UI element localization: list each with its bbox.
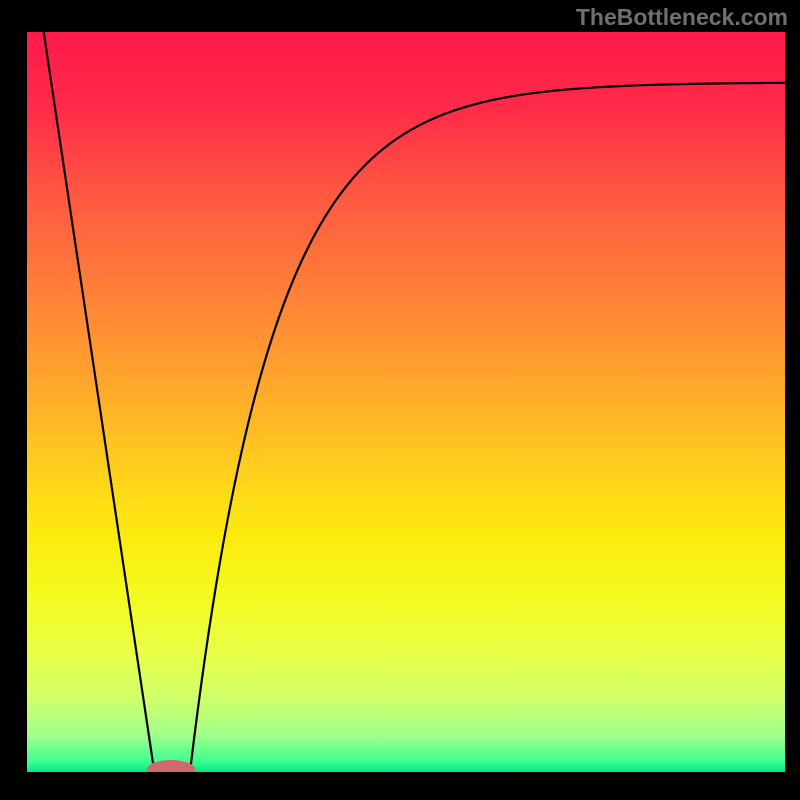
gradient-background bbox=[27, 32, 785, 772]
chart-container: TheBottleneck.com bbox=[0, 0, 800, 800]
plot-area bbox=[27, 32, 785, 772]
watermark-text: TheBottleneck.com bbox=[576, 4, 788, 31]
plot-svg bbox=[27, 32, 785, 772]
